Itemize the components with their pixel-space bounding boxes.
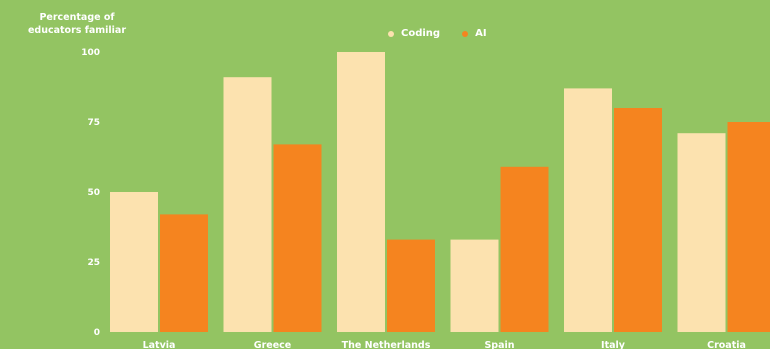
legend-item-ai: AI [462, 28, 487, 39]
bar-ai-the-netherlands [387, 239, 435, 332]
x-tick-label-spain: Spain [484, 340, 514, 349]
x-tick-label-greece: Greece [254, 340, 291, 349]
legend-swatch-coding [388, 30, 394, 37]
bar-ai-croatia [727, 122, 770, 332]
legend: Coding AI [388, 28, 487, 39]
bar-ai-greece [273, 144, 322, 332]
y-tick-label-0: 0 [94, 328, 100, 338]
y-tick-label-50: 50 [87, 188, 100, 198]
x-tick-label-croatia: Croatia [707, 340, 746, 349]
bar-coding-italy [564, 88, 612, 333]
bar-coding-the-netherlands [337, 52, 385, 332]
x-tick-label-the-netherlands: The Netherlands [342, 340, 431, 349]
y-tick-label-100: 100 [81, 48, 100, 58]
legend-item-coding: Coding [388, 28, 440, 39]
legend-label-ai: AI [475, 28, 487, 39]
y-tick-label-25: 25 [87, 258, 100, 268]
x-tick-label-italy: Italy [601, 340, 626, 349]
bar-coding-latvia [110, 192, 158, 332]
bar-coding-greece [223, 77, 272, 332]
bar-coding-croatia [677, 133, 726, 332]
bar-ai-latvia [160, 214, 208, 332]
legend-label-coding: Coding [401, 28, 441, 39]
bar-coding-spain [450, 239, 499, 332]
y-axis-label: Percentage of educators familiar [27, 12, 127, 36]
x-tick-label-latvia: Latvia [143, 340, 176, 349]
bar-ai-italy [614, 108, 662, 332]
bar-ai-spain [500, 166, 549, 332]
legend-swatch-ai [462, 30, 469, 37]
y-tick-label-75: 75 [87, 118, 100, 128]
